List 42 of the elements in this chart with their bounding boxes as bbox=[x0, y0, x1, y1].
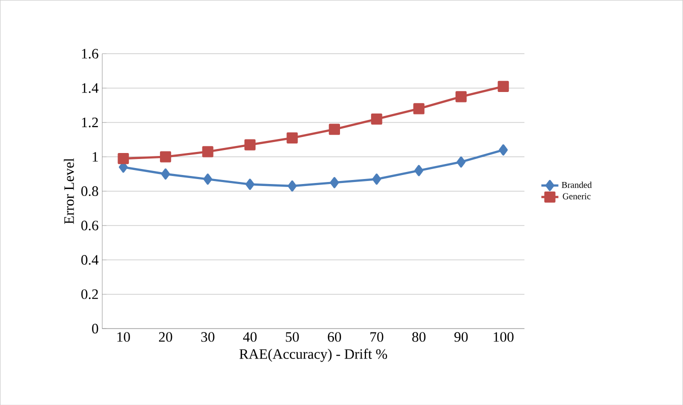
x-tick-label: 40 bbox=[243, 332, 257, 342]
point bbox=[118, 152, 129, 164]
x-tick-label: 80 bbox=[412, 332, 426, 342]
y-axis-title: Error Level bbox=[64, 158, 74, 224]
x-tick-label: 50 bbox=[286, 332, 299, 342]
point bbox=[203, 173, 212, 185]
point bbox=[160, 151, 172, 162]
point bbox=[498, 144, 508, 156]
x-tick-label: 10 bbox=[117, 332, 130, 342]
point bbox=[371, 113, 382, 124]
y-tick-label: 1.4 bbox=[82, 83, 98, 93]
point bbox=[288, 180, 297, 192]
x-tick-label: 20 bbox=[158, 332, 172, 342]
y-tick-label: 0.6 bbox=[81, 220, 98, 230]
point bbox=[328, 124, 340, 135]
point bbox=[246, 178, 254, 190]
legend-label: Generic bbox=[562, 193, 591, 200]
point bbox=[330, 176, 339, 188]
x-tick-label: 70 bbox=[370, 332, 384, 342]
x-axis-title: RAE(Accuracy) - Drift % bbox=[239, 348, 388, 362]
point bbox=[456, 156, 466, 168]
y-tick-label: 0.4 bbox=[81, 254, 98, 265]
point bbox=[413, 102, 424, 114]
point bbox=[202, 146, 214, 158]
x-tick-label: 60 bbox=[328, 332, 342, 342]
point bbox=[244, 139, 256, 150]
x-tick-label: 90 bbox=[454, 332, 468, 342]
y-tick-label: 1.6 bbox=[82, 48, 98, 58]
point bbox=[498, 80, 509, 92]
x-tick-label: 30 bbox=[201, 332, 214, 342]
point bbox=[161, 168, 170, 180]
y-tick-label: 0.8 bbox=[81, 186, 98, 196]
point bbox=[414, 164, 424, 176]
point bbox=[456, 90, 467, 102]
legend-label: Branded bbox=[562, 181, 592, 188]
point bbox=[372, 173, 382, 185]
y-tick-label: 1.2 bbox=[82, 117, 98, 128]
y-tick-label: 0 bbox=[92, 324, 98, 334]
y-tick-label: 1 bbox=[92, 152, 98, 162]
y-tick-label: 0.2 bbox=[81, 289, 98, 299]
x-tick-label: 100 bbox=[494, 332, 514, 342]
point bbox=[286, 132, 298, 144]
